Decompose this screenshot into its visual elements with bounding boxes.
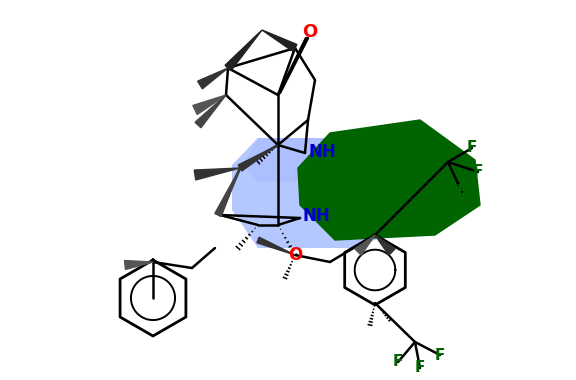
Text: NH: NH bbox=[303, 207, 331, 225]
Polygon shape bbox=[225, 30, 262, 71]
Polygon shape bbox=[195, 95, 226, 128]
Polygon shape bbox=[193, 95, 226, 114]
Polygon shape bbox=[375, 235, 395, 255]
Polygon shape bbox=[238, 145, 278, 171]
Text: F: F bbox=[473, 165, 483, 179]
Polygon shape bbox=[243, 138, 355, 182]
Polygon shape bbox=[232, 138, 385, 248]
Text: F: F bbox=[393, 355, 403, 369]
Polygon shape bbox=[124, 261, 153, 269]
Text: O: O bbox=[302, 23, 317, 41]
Polygon shape bbox=[355, 235, 375, 255]
Polygon shape bbox=[298, 120, 480, 240]
Text: F: F bbox=[435, 347, 445, 363]
Text: F: F bbox=[467, 141, 477, 155]
Text: O: O bbox=[288, 246, 302, 264]
Polygon shape bbox=[262, 30, 297, 52]
Polygon shape bbox=[215, 168, 240, 217]
Text: NH: NH bbox=[308, 143, 336, 161]
Polygon shape bbox=[198, 68, 228, 89]
Text: F: F bbox=[457, 185, 467, 200]
Text: F: F bbox=[415, 361, 425, 375]
Polygon shape bbox=[194, 168, 240, 180]
Polygon shape bbox=[257, 237, 295, 255]
